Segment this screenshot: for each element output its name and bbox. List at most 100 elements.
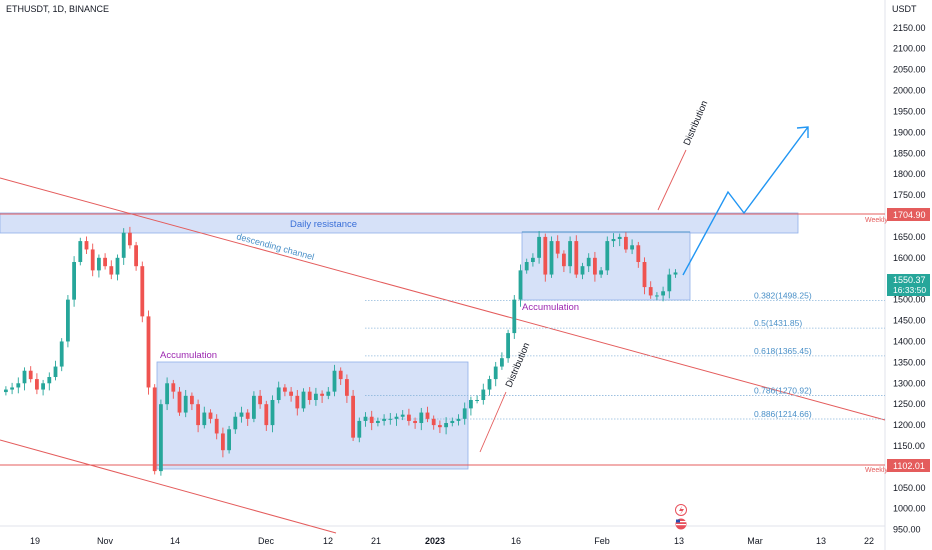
candle-body	[506, 333, 510, 359]
candle-body	[283, 387, 287, 392]
candle-body	[47, 377, 52, 384]
candle-body	[400, 414, 405, 417]
candlestick-series	[4, 226, 678, 476]
y-tick-label: 1250.00	[893, 399, 926, 409]
candle-body	[574, 241, 579, 275]
candle-body	[121, 232, 126, 258]
candle-body	[10, 387, 14, 390]
candle-body	[59, 341, 64, 367]
candle-body	[22, 370, 27, 384]
candle-body	[630, 245, 634, 250]
candle-body	[134, 245, 138, 267]
candle-body	[295, 395, 300, 409]
y-tick-label: 1800.00	[893, 169, 926, 179]
fibonacci-retracement: 0.382(1498.25) 0.5(1431.85) 0.618(1365.45)…	[365, 290, 885, 420]
weekly-tag-1704: Weekly	[865, 217, 888, 224]
y-tick-label: 1850.00	[893, 148, 926, 158]
fib-label: 0.618(1365.45)	[754, 346, 812, 356]
candle-body	[611, 239, 616, 242]
candle-body	[382, 418, 386, 421]
y-tick-label: 1000.00	[893, 504, 926, 514]
candle-body	[264, 404, 269, 426]
candle-body	[369, 416, 374, 424]
candle-body	[636, 245, 641, 263]
candle-body	[252, 395, 256, 419]
candle-body	[593, 257, 597, 275]
x-tick-label: 13	[816, 536, 826, 546]
candle-body	[66, 299, 70, 342]
y-tick-label: 950.00	[893, 525, 921, 535]
x-tick-label: Nov	[97, 536, 114, 546]
candle-body	[128, 232, 132, 246]
candle-body	[481, 389, 486, 401]
candle-body	[524, 262, 529, 271]
x-tick-label: 21	[371, 536, 381, 546]
y-tick-label: 1300.00	[893, 378, 926, 388]
x-tick-label: 14	[170, 536, 180, 546]
candle-body	[196, 404, 200, 426]
candle-body	[258, 395, 262, 405]
candle-body	[431, 418, 436, 426]
y-tick-label: 1150.00	[893, 441, 925, 451]
candle-body	[28, 370, 33, 380]
candle-body	[72, 262, 76, 300]
x-tick-label: 19	[30, 536, 40, 546]
x-tick-label: Mar	[747, 536, 763, 546]
candle-body	[667, 274, 672, 292]
candle-body	[84, 241, 89, 250]
candle-body	[407, 414, 411, 421]
current-price-badge	[887, 274, 930, 296]
candle-body	[289, 391, 293, 396]
level-badge-1102	[887, 459, 930, 472]
candle-body	[190, 395, 194, 405]
candle-body	[543, 236, 548, 275]
x-tick-label: 16	[511, 536, 521, 546]
us-flag-icon[interactable]	[675, 518, 687, 530]
candle-body	[624, 236, 628, 250]
fib-label: 0.786(1270.92)	[754, 385, 812, 395]
time-axis[interactable]: 19 Nov 14 Dec 12 21 2023 16 Feb 13 Mar 13 22	[30, 536, 874, 546]
candle-body	[568, 241, 572, 267]
candle-body	[549, 241, 554, 275]
candle-body	[276, 387, 281, 401]
x-tick-label: Feb	[594, 536, 610, 546]
y-tick-label: 1200.00	[893, 420, 926, 430]
y-tick-label: 1400.00	[893, 336, 926, 346]
distribution-pointer-1	[479, 391, 507, 453]
x-tick-label: 13	[674, 536, 684, 546]
candle-body	[90, 249, 95, 271]
candle-body	[146, 316, 151, 388]
candle-body	[450, 420, 455, 424]
candle-body	[580, 266, 585, 275]
x-tick-label: 22	[864, 536, 874, 546]
candle-body	[152, 387, 157, 472]
candle-body	[202, 412, 207, 426]
candle-body	[109, 266, 114, 275]
candle-body	[673, 272, 678, 275]
candle-body	[605, 241, 610, 271]
level-badge-1102-text: 1102.01	[893, 461, 925, 471]
candle-body	[115, 257, 120, 275]
y-tick-label: 1500.00	[893, 295, 926, 305]
candle-body	[165, 383, 169, 405]
y-tick-label: 2000.00	[893, 86, 926, 96]
candle-body	[53, 366, 58, 378]
candle-body	[642, 262, 647, 288]
candle-body	[78, 241, 83, 263]
distribution-pointer-2	[657, 149, 687, 211]
candle-body	[16, 383, 21, 388]
daily-resistance-label: Daily resistance	[290, 219, 357, 230]
candle-body	[661, 291, 665, 296]
candle-body	[183, 395, 188, 413]
lightning-icon[interactable]	[675, 504, 687, 516]
candle-body	[239, 412, 244, 417]
channel-lower-line	[0, 439, 337, 534]
candle-body	[475, 400, 479, 402]
fib-label: 0.886(1214.66)	[754, 409, 812, 419]
candle-body	[357, 420, 362, 438]
candle-body	[419, 412, 424, 424]
candle-body	[469, 400, 473, 409]
candle-body	[537, 236, 541, 258]
candle-body	[208, 412, 213, 419]
